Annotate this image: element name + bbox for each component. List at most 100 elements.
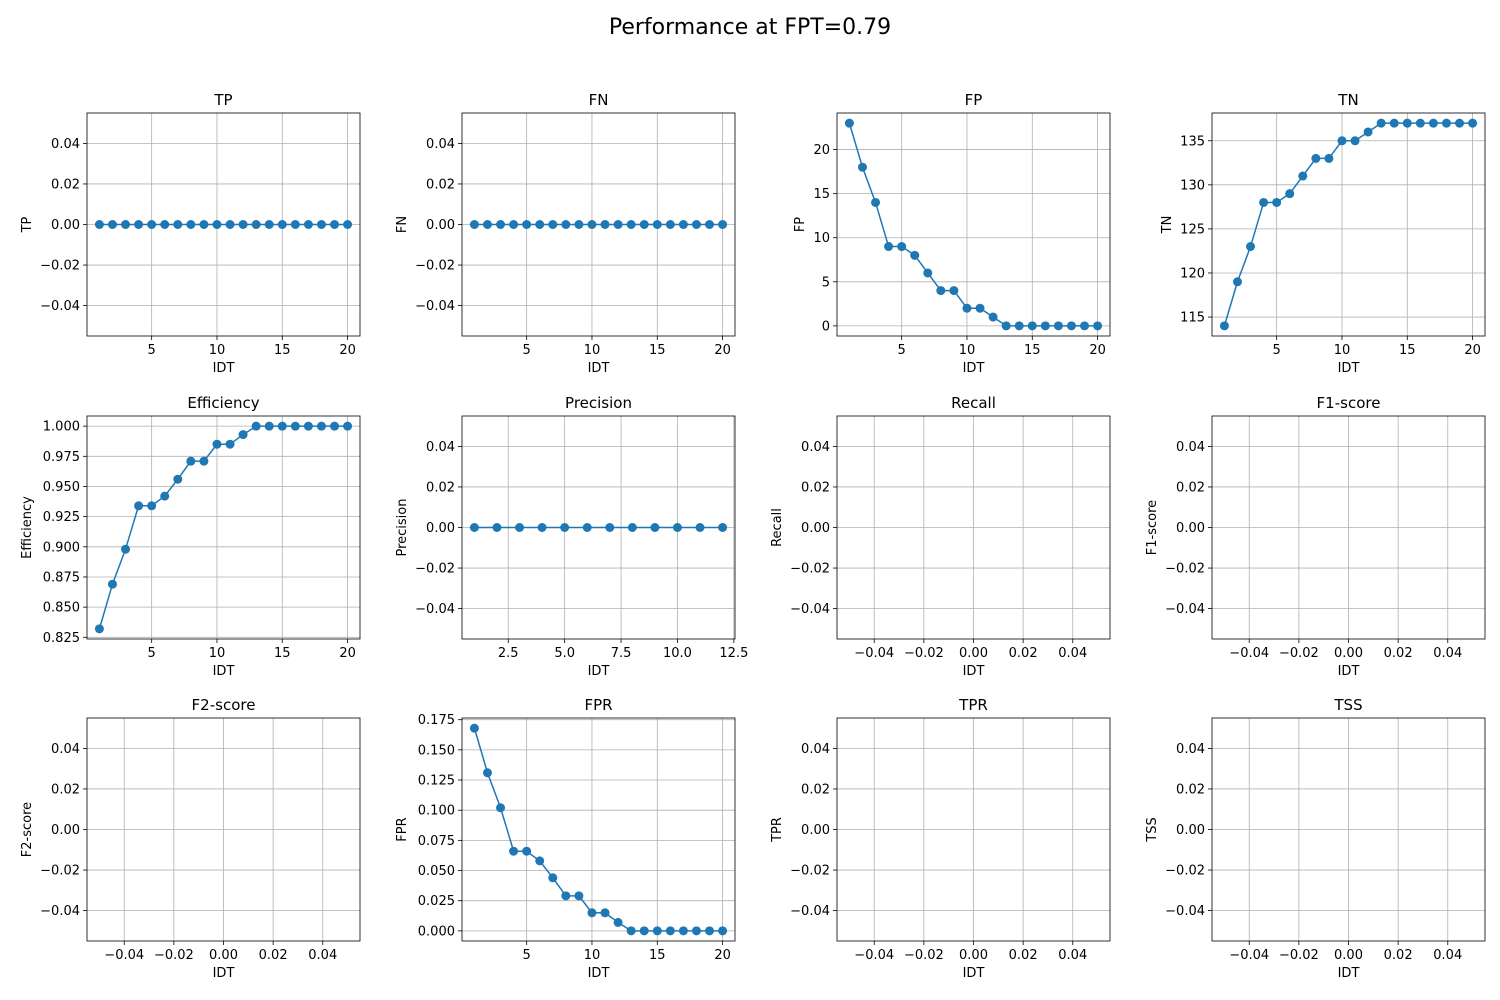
data-point	[1272, 197, 1282, 207]
x-tick-label: 0.02	[259, 948, 288, 963]
x-tick-label: 0.00	[1334, 948, 1363, 963]
x-tick-label: 5.0	[554, 646, 575, 661]
data-point	[212, 220, 222, 229]
data-point	[1441, 118, 1451, 128]
y-tick-label: 0.04	[51, 137, 80, 152]
data-point	[186, 220, 196, 229]
y-tick-label: −0.04	[40, 299, 80, 314]
series-line	[1223, 122, 1473, 327]
data-point	[626, 926, 636, 936]
y-tick-label: 0.02	[1176, 480, 1205, 495]
x-tick-label: −0.02	[904, 948, 944, 963]
data-point	[469, 523, 479, 532]
data-point	[290, 220, 300, 229]
x-tick-label: 7.5	[611, 646, 632, 661]
subplot-title: F2-score	[192, 696, 256, 714]
data-point	[251, 220, 261, 229]
data-point	[316, 421, 326, 431]
y-tick-label: −0.04	[1165, 904, 1205, 919]
data-point	[897, 242, 907, 252]
x-tick-label: 0.00	[209, 948, 238, 963]
data-point	[1468, 118, 1478, 128]
data-point	[718, 926, 728, 936]
data-point	[482, 220, 492, 229]
x-tick-label: 5	[148, 646, 156, 661]
x-tick-label: 15	[649, 948, 666, 963]
data-point	[238, 220, 248, 229]
y-tick-label: −0.04	[790, 602, 830, 617]
y-tick-label: −0.02	[415, 259, 455, 274]
subplot-title: TN	[1337, 91, 1358, 109]
data-point	[330, 421, 340, 431]
y-tick-label: 0.00	[1176, 823, 1205, 838]
x-tick-label: 0.04	[1433, 646, 1462, 661]
axes-frame	[86, 415, 361, 640]
data-point	[277, 220, 287, 229]
data-point	[844, 118, 854, 128]
y-tick-label: 0.02	[1176, 782, 1205, 797]
data-point	[613, 917, 623, 927]
data-point	[121, 220, 131, 229]
data-point	[923, 268, 933, 278]
y-tick-label: 0.00	[51, 218, 80, 233]
x-tick-label: 20	[1464, 343, 1481, 358]
data-point	[496, 803, 506, 813]
subplot-title: TSS	[1333, 696, 1362, 714]
subplot-title: Recall	[951, 394, 996, 412]
data-point	[691, 926, 701, 936]
y-tick-label: 0.02	[426, 480, 455, 495]
y-tick-label: −0.04	[790, 904, 830, 919]
y-axis-label: FN	[395, 216, 410, 233]
x-tick-label: 10	[959, 343, 976, 358]
y-tick-label: −0.02	[1165, 864, 1205, 879]
y-tick-label: 1.000	[43, 420, 80, 435]
y-tick-label: 0.875	[43, 570, 80, 585]
y-tick-label: 0.975	[43, 450, 80, 465]
data-point	[225, 439, 235, 449]
data-point	[316, 220, 326, 229]
x-axis-label: IDT	[213, 966, 235, 981]
data-point	[1350, 136, 1360, 146]
y-tick-label: 0.125	[418, 774, 455, 789]
y-tick-label: 0.02	[801, 480, 830, 495]
y-tick-label: 0.04	[801, 440, 830, 455]
x-axis-label: IDT	[213, 664, 235, 679]
x-axis-label: IDT	[213, 361, 235, 376]
chart-precision: 2.5 5.0 7.5 10.0 12.5 −0.04 −0.02 0.00 0.02 0.04 P…	[395, 394, 748, 679]
y-tick-label: 0.100	[418, 804, 455, 819]
axes-frame	[1211, 112, 1486, 337]
data-point	[561, 220, 571, 229]
x-tick-label: 20	[1089, 343, 1106, 358]
y-tick-label: 0.04	[426, 137, 455, 152]
data-point	[469, 723, 479, 733]
data-point	[535, 220, 545, 229]
data-point	[1324, 153, 1334, 163]
data-point	[587, 908, 597, 918]
y-tick-label: 0.00	[426, 521, 455, 536]
data-point	[884, 242, 894, 252]
y-tick-label: 0.04	[1176, 742, 1205, 757]
data-point	[134, 220, 144, 229]
x-tick-label: −0.04	[1229, 948, 1269, 963]
x-tick-label: 5	[148, 343, 156, 358]
x-axis-label: IDT	[1338, 966, 1360, 981]
data-point	[303, 220, 313, 229]
x-tick-label: 20	[339, 646, 356, 661]
x-tick-label: −0.02	[1279, 646, 1319, 661]
x-tick-label: 0.04	[1058, 948, 1087, 963]
x-tick-label: 0.00	[959, 948, 988, 963]
chart-f2-score: −0.04 −0.02 0.00 0.02 0.04 −0.04 −0.02 0.00 0.02…	[20, 696, 361, 981]
y-tick-label: −0.02	[40, 259, 80, 274]
data-point	[173, 474, 183, 484]
x-tick-label: 0.02	[1009, 948, 1038, 963]
x-tick-label: 20	[339, 343, 356, 358]
data-point	[962, 303, 972, 313]
data-point	[277, 421, 287, 431]
y-tick-label: −0.04	[1165, 602, 1205, 617]
data-point	[1053, 321, 1063, 331]
data-point	[1080, 321, 1090, 331]
data-point	[303, 421, 313, 431]
y-tick-label: 0.175	[418, 713, 455, 728]
data-point	[678, 926, 688, 936]
data-point	[574, 891, 584, 901]
